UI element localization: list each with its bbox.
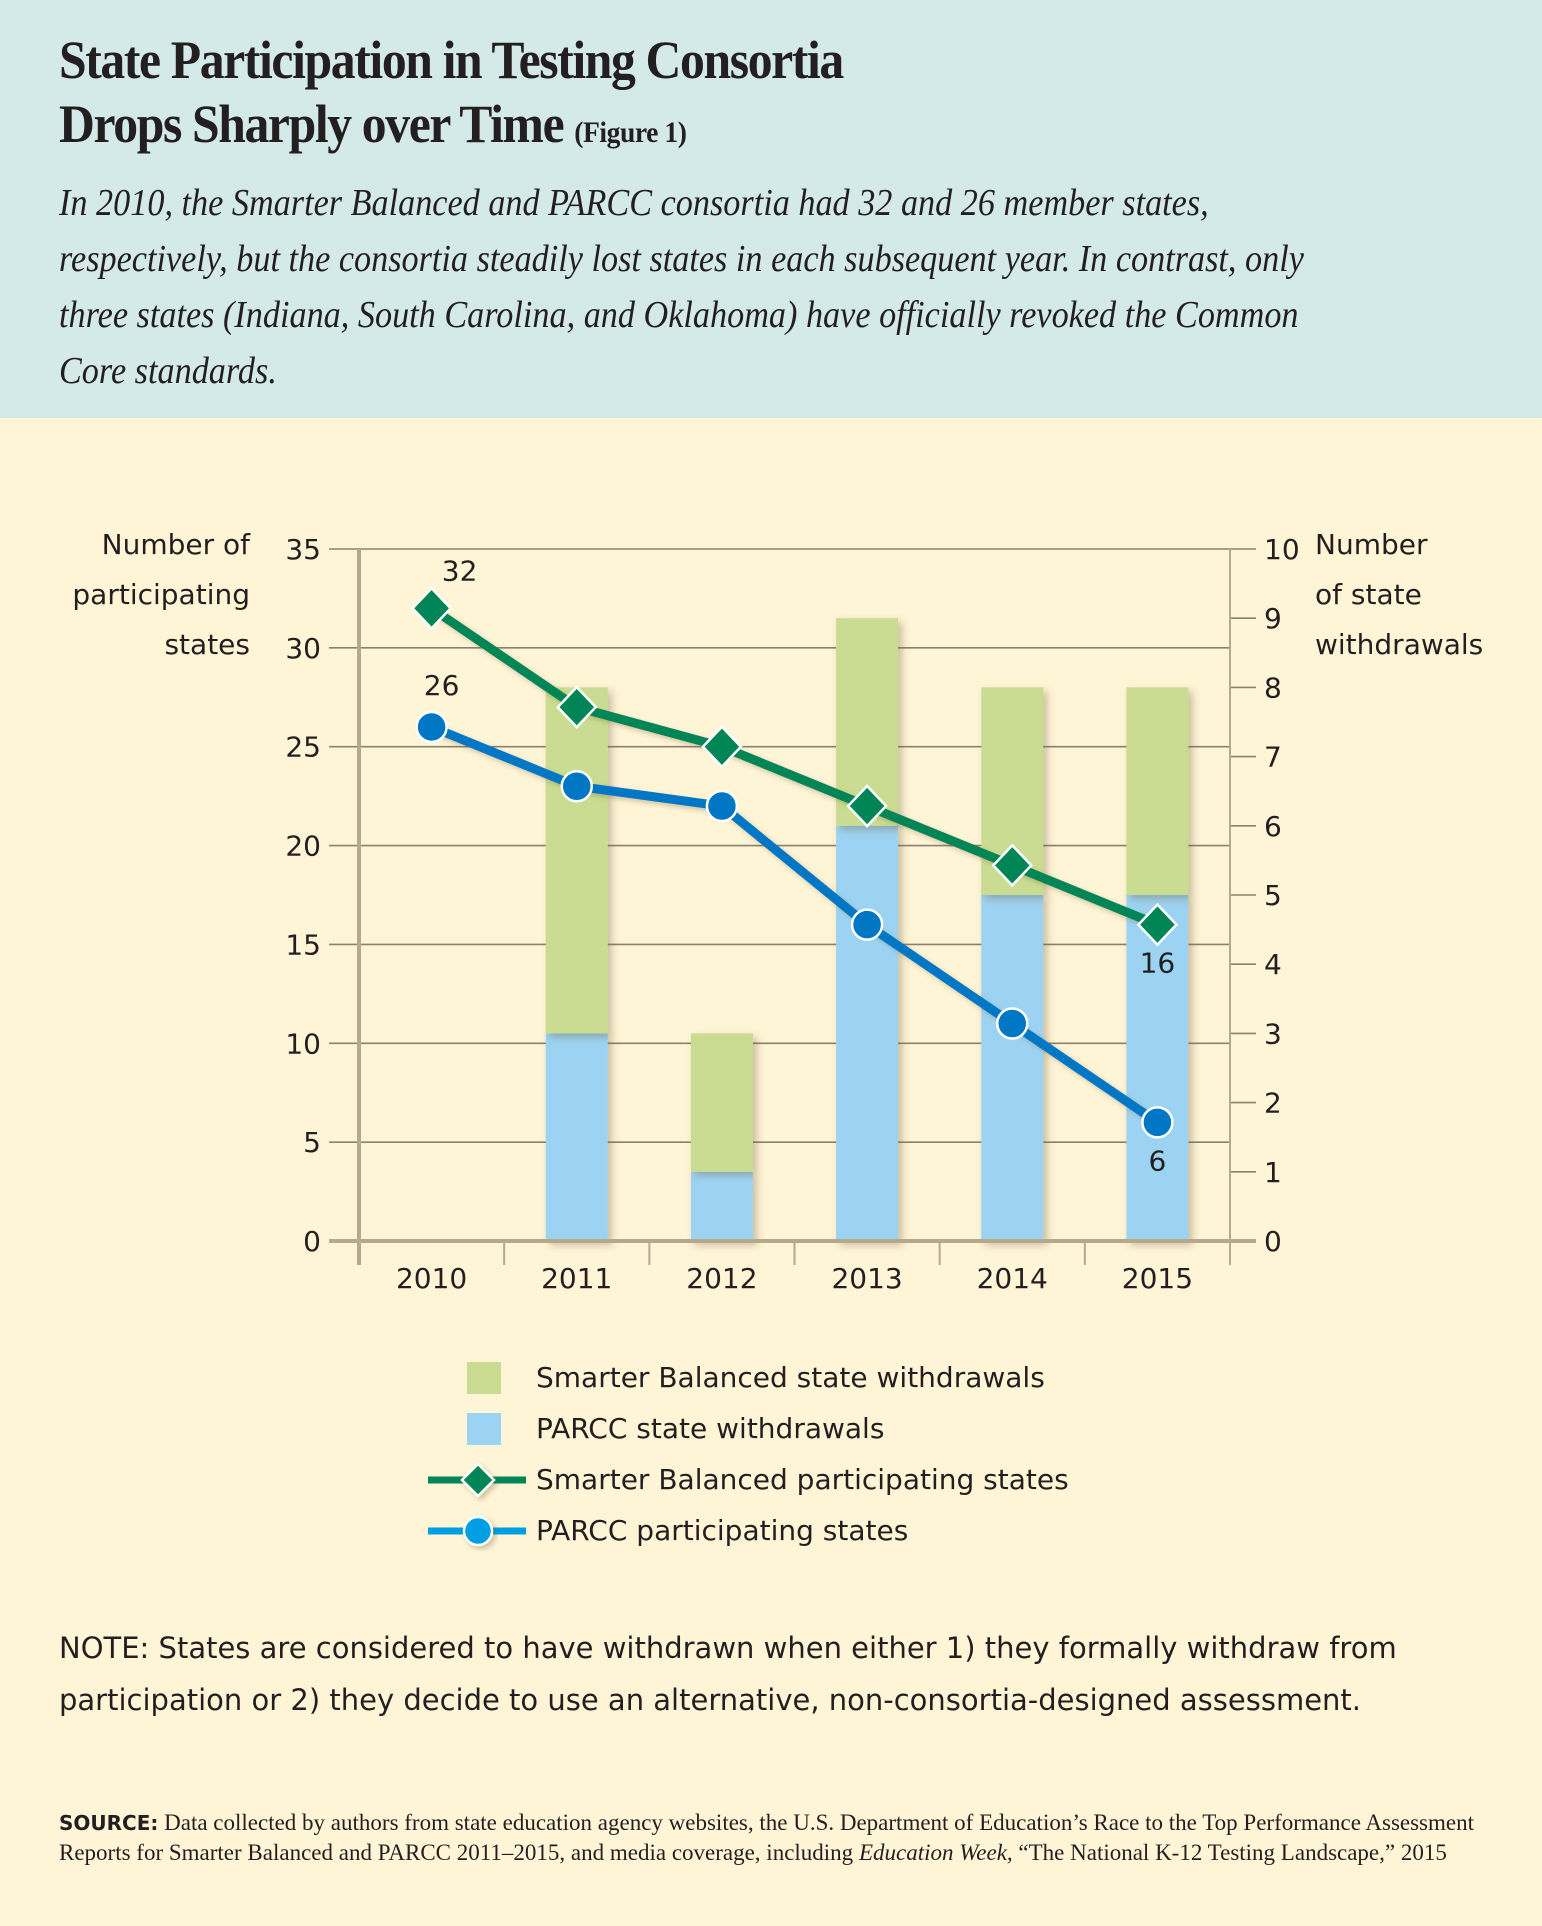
sb-point (410, 586, 453, 631)
sb-withdrawals-swatch (467, 1361, 501, 1394)
note-text: NOTE: States are considered to have with… (59, 1631, 1397, 1717)
x-tick-label: 2015 (1122, 1262, 1193, 1295)
right-axis-title-line: Number (1315, 528, 1428, 561)
right-tick-label: 1 (1264, 1156, 1282, 1189)
left-tick-label: 15 (285, 928, 321, 961)
source-text: Data collected by authors from state edu… (59, 1810, 1474, 1865)
right-tick-label: 2 (1264, 1087, 1282, 1120)
bar-parcc-withdrawals (545, 1033, 608, 1241)
bar-sb-withdrawals (545, 687, 608, 1034)
parcc-point (1141, 1106, 1174, 1139)
right-axis-title: Number of state withdrawals (1315, 520, 1535, 670)
bar-parcc-withdrawals (690, 1171, 753, 1241)
source-publication: Education Week, (858, 1840, 1013, 1865)
right-tick-label: 5 (1264, 879, 1282, 912)
left-axis-title: Number of participating states (0, 520, 250, 670)
x-tick-label: 2014 (977, 1262, 1048, 1295)
left-tick-label: 35 (285, 533, 321, 566)
title-line-2: Drops Sharply over Time (Figure 1) (59, 92, 1071, 165)
chart-title: State Participation in Testing Consortia… (59, 28, 1071, 165)
data-label: 16 (1140, 947, 1176, 980)
circle-line-icon (428, 1515, 526, 1547)
left-tick-label: 5 (303, 1126, 321, 1159)
x-tick-label: 2013 (831, 1262, 902, 1295)
parcc-withdrawals-swatch (467, 1412, 501, 1445)
parcc-point (415, 710, 448, 744)
x-tick-label: 2011 (541, 1262, 612, 1295)
source-tail: “The National K-12 Testing Landscape,” 2… (1018, 1840, 1447, 1865)
parcc-point (996, 1007, 1029, 1040)
parcc-point (705, 789, 739, 823)
legend-item-parcc-participating: PARCC participating states (416, 1505, 1176, 1556)
sb-participating-line (429, 604, 1160, 929)
left-axis-title-line: Number of (101, 528, 250, 561)
title-line-1: State Participation in Testing Consortia (59, 30, 844, 90)
left-tick-label: 10 (285, 1027, 321, 1060)
right-axis-title-line: withdrawals (1315, 628, 1484, 661)
right-tick-label: 0 (1264, 1225, 1282, 1258)
left-tick-label: 0 (303, 1225, 321, 1258)
sb-point (991, 843, 1033, 888)
legend-label: PARCC state withdrawals (536, 1412, 885, 1445)
x-tick-label: 2012 (686, 1262, 757, 1295)
bar-parcc-withdrawals (836, 825, 899, 1241)
header-band: State Participation in Testing Consortia… (0, 0, 1542, 418)
right-tick-label: 10 (1264, 533, 1300, 566)
legend-item-parcc-withdrawals: PARCC state withdrawals (416, 1403, 1176, 1454)
right-tick-label: 8 (1264, 671, 1282, 704)
x-tick-label: 2010 (396, 1262, 467, 1295)
bar-sb-withdrawals (1126, 687, 1189, 895)
source-label: SOURCE: (59, 1811, 159, 1835)
chart-plot: 0 5 10 15 20 25 30 35 0 1 2 3 4 5 6 7 8 9 10 2010 2011 2012 20… (285, 533, 1300, 1295)
data-label: 26 (424, 669, 460, 702)
left-tick-label: 25 (285, 731, 321, 764)
right-tick-label: 7 (1264, 741, 1282, 774)
figure-label: (Figure 1) (574, 116, 687, 149)
sb-point (556, 685, 598, 729)
intro-text: In 2010, the Smarter Balanced and PARCC … (59, 182, 1304, 392)
legend-label: Smarter Balanced state withdrawals (536, 1361, 1045, 1394)
right-tick-label: 6 (1264, 810, 1282, 843)
legend: Smarter Balanced state withdrawals PARCC… (416, 1352, 1176, 1556)
legend-item-sb-participating: Smarter Balanced participating states (416, 1454, 1176, 1505)
bar-parcc-withdrawals (1126, 895, 1189, 1241)
right-tick-label: 4 (1264, 948, 1282, 981)
bar-parcc-withdrawals (981, 895, 1044, 1241)
right-tick-label: 9 (1264, 602, 1282, 635)
left-axis-title-line: states (164, 628, 250, 661)
left-tick-label: 30 (285, 632, 321, 665)
sb-point (1136, 902, 1179, 947)
right-tick-label: 3 (1264, 1017, 1282, 1050)
diamond-line-icon (428, 1462, 526, 1498)
source-citation: SOURCE: Data collected by authors from s… (59, 1808, 1519, 1868)
data-label: 6 (1149, 1144, 1167, 1177)
legend-label: PARCC participating states (536, 1514, 909, 1547)
title-line-2-text: Drops Sharply over Time (59, 94, 565, 154)
parcc-point (560, 770, 593, 803)
left-axis-title-line: participating (72, 578, 250, 611)
parcc-point (850, 908, 884, 941)
legend-item-sb-withdrawals: Smarter Balanced state withdrawals (416, 1352, 1176, 1403)
data-label: 32 (442, 554, 478, 587)
sb-point (701, 724, 743, 769)
left-tick-label: 20 (285, 830, 321, 863)
right-axis-title-line: of state (1315, 578, 1422, 611)
parcc-participating-line (429, 722, 1160, 1127)
bar-sb-withdrawals (690, 1033, 753, 1172)
sb-point (846, 784, 888, 828)
legend-label: Smarter Balanced participating states (536, 1463, 1069, 1496)
